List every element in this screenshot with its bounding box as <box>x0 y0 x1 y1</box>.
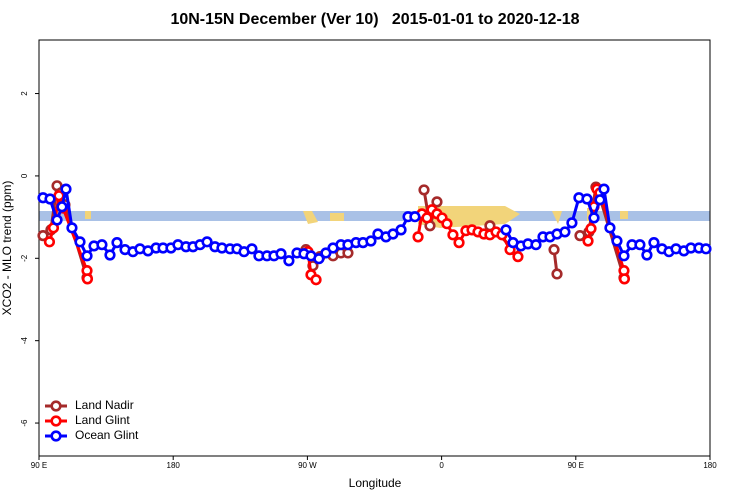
data-point <box>566 217 578 229</box>
data-point <box>530 239 542 251</box>
land-shape <box>620 211 628 219</box>
x-axis-label: Longitude <box>349 476 402 490</box>
data-point <box>447 229 459 241</box>
data-point <box>618 273 631 285</box>
land-shape <box>552 211 562 224</box>
x-tick-label: 180 <box>167 461 181 470</box>
data-point <box>409 211 421 223</box>
data-point <box>604 222 616 234</box>
y-axis-label: XCO2 - MLO trend (ppm) <box>0 181 14 316</box>
ocean-band <box>39 211 710 221</box>
data-point <box>395 224 407 236</box>
x-tick-label: 90 E <box>31 461 47 470</box>
data-point <box>313 253 325 265</box>
data-point <box>283 255 295 267</box>
data-point <box>641 249 653 261</box>
data-point <box>500 224 512 236</box>
data-point <box>310 274 322 286</box>
data-point <box>37 230 49 242</box>
x-tick-label: 90 E <box>568 461 584 470</box>
data-point <box>66 222 78 234</box>
data-point <box>453 237 465 249</box>
land-shape <box>330 213 344 221</box>
data-point <box>582 235 594 247</box>
y-tick-label: 0 <box>20 173 29 178</box>
x-tick-label: 180 <box>703 461 717 470</box>
land-shape <box>303 211 318 224</box>
data-point <box>418 184 430 196</box>
data-point <box>43 236 56 248</box>
data-point <box>412 231 424 243</box>
y-tick-label: -6 <box>20 419 29 427</box>
x-tick-label: 90 W <box>298 461 317 470</box>
data-point <box>598 183 610 195</box>
chart-title: 10N-15N December (Ver 10) 2015-01-01 to … <box>170 11 579 28</box>
data-point <box>588 212 600 224</box>
data-point <box>441 218 453 230</box>
legend-marker <box>50 415 62 427</box>
data-point <box>700 243 712 255</box>
data-point <box>551 268 563 280</box>
data-point <box>611 235 623 247</box>
data-point <box>81 250 93 262</box>
land-shape <box>85 211 91 219</box>
data-point <box>365 235 377 247</box>
data-point <box>431 196 443 208</box>
data-point <box>585 223 597 235</box>
legend-marker <box>50 400 62 412</box>
data-point <box>81 273 94 285</box>
data-point <box>96 239 108 251</box>
data-point <box>648 237 660 249</box>
data-point <box>275 248 287 260</box>
data-point <box>581 193 593 205</box>
data-point <box>44 193 56 205</box>
data-point <box>618 250 630 262</box>
data-point <box>51 214 63 226</box>
legend-label: Ocean Glint <box>75 428 139 442</box>
data-point <box>56 201 68 213</box>
data-point <box>421 212 433 224</box>
series <box>37 180 630 284</box>
y-tick-label: -2 <box>20 254 29 262</box>
data-point <box>559 226 571 238</box>
x-tick-label: 0 <box>439 461 444 470</box>
data-point <box>634 239 646 251</box>
data-point <box>60 183 72 195</box>
series-line <box>42 184 626 279</box>
legend-label: Land Glint <box>75 413 130 427</box>
legend-label: Land Nadir <box>75 398 134 412</box>
data-point <box>512 251 524 263</box>
series <box>37 183 712 267</box>
data-point <box>246 243 258 255</box>
data-point <box>201 236 213 248</box>
data-point <box>111 237 123 249</box>
data-point <box>594 194 606 206</box>
y-tick-label: -4 <box>20 337 29 345</box>
data-point <box>548 244 560 256</box>
y-tick-label: 2 <box>20 91 29 96</box>
data-point <box>574 230 586 242</box>
legend-marker <box>50 430 62 442</box>
data-point <box>104 249 116 261</box>
data-point <box>74 236 86 248</box>
data-point <box>320 247 332 259</box>
